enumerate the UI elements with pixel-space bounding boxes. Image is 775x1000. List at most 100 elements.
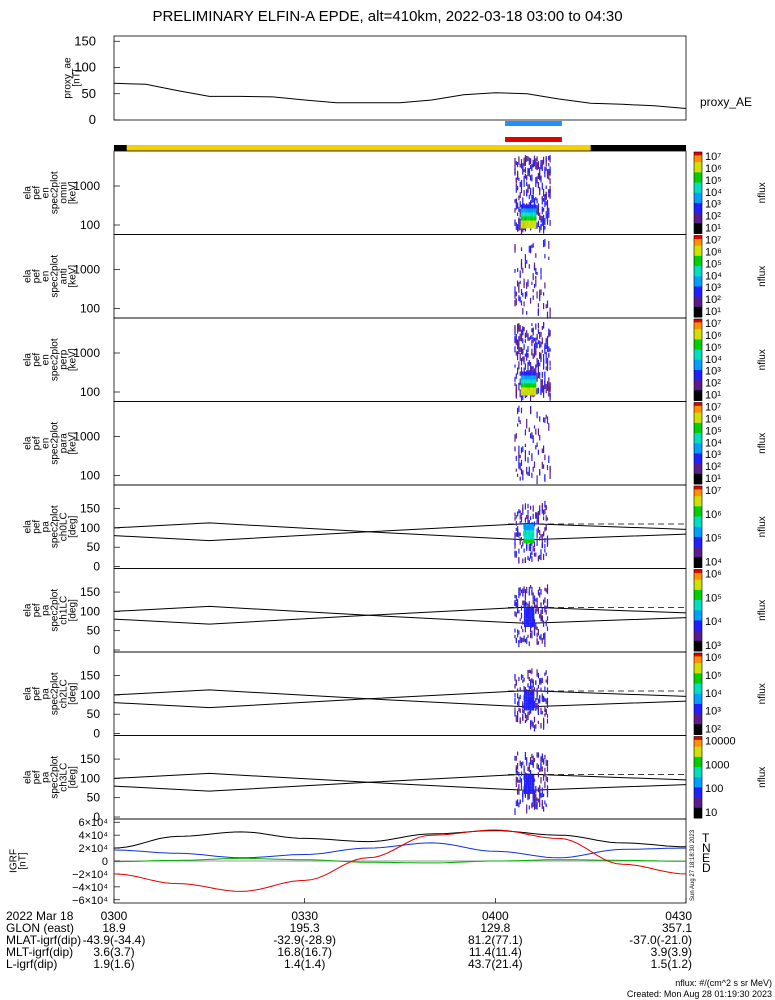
pitch-angle-pixel	[544, 548, 546, 553]
ephemeris-cell: 1.5(1.2)	[651, 957, 692, 971]
igrf-legend-label: E	[702, 851, 710, 865]
pitch-angle-pixel	[531, 630, 533, 635]
spectrogram-pixel	[531, 216, 533, 221]
pitch-angle-pixel	[530, 516, 532, 521]
proxy-ae-legend: proxy_AE	[700, 95, 752, 109]
pitch-angle-pixel	[514, 673, 516, 678]
pitch-angle-pixel	[544, 706, 546, 713]
pitch-angle-pixel	[515, 637, 517, 644]
spectrogram-pixel	[519, 347, 521, 352]
spectrogram-pixel	[546, 199, 549, 207]
pitch-angle-pixel	[518, 509, 520, 514]
pitch-angle-pixel	[531, 522, 533, 526]
pitch-angle-pixel	[546, 766, 549, 772]
colorbar-segment	[694, 172, 702, 177]
pitch-angle-pixel	[531, 720, 533, 727]
spectrogram-pixel	[543, 417, 545, 423]
pitch-angle-pixel	[530, 679, 532, 687]
spectrogram-pixel	[529, 375, 532, 380]
pitch-angle-pixel	[527, 607, 530, 612]
colorbar-segment	[694, 717, 702, 722]
colorbar-segment	[694, 310, 702, 315]
axis-label-line: perp	[59, 349, 70, 369]
pitch-angle-pixel	[519, 687, 521, 691]
axis-label-line: spec2plot	[50, 255, 61, 298]
spectrogram-pixel	[522, 168, 524, 175]
pitch-angle-pixel	[530, 533, 532, 538]
colorbar-tick-label: 10⁵	[705, 425, 722, 437]
spectrogram-pixel	[541, 196, 543, 200]
pitch-angle-pixel	[541, 537, 543, 543]
colorbar-segment	[694, 213, 702, 218]
spectrogram-frame	[113, 317, 687, 402]
pitch-angle-pixel	[527, 777, 530, 782]
colorbar-segment	[694, 492, 702, 497]
colorbar-segment	[694, 185, 702, 190]
pitch-angle-pixel	[526, 610, 528, 615]
colorbar-segment	[694, 262, 702, 267]
colorbar-label: nflux	[757, 683, 768, 704]
colorbar-tick-label: 10⁵	[705, 342, 722, 354]
spectrogram-pixel	[537, 182, 539, 189]
spectrogram-pixel	[548, 189, 550, 193]
spectrogram-pixel	[519, 224, 521, 231]
pitch-angle-pixel	[540, 589, 542, 595]
colorbar-tick-label: 10¹	[705, 223, 721, 235]
pitch-angle-pixel	[541, 533, 543, 541]
spectrogram-pixel	[535, 375, 537, 380]
pitch-angle-pixel	[527, 683, 529, 688]
colorbar-segment	[694, 743, 702, 748]
spectrogram-pixel	[527, 184, 529, 191]
spectrogram-pixel	[531, 224, 533, 229]
colorbar-tick-label: 1000	[705, 759, 729, 771]
pitch-angle-pixel	[530, 610, 532, 615]
pitch-angle-pixel	[539, 635, 541, 640]
pitch-angle-pixel	[526, 545, 528, 551]
spectrogram-pixel	[530, 175, 532, 181]
pitch-angle-pixel	[537, 704, 539, 710]
pitch-angle-pixel	[514, 628, 516, 633]
pitch-angle-pixel	[539, 696, 541, 702]
pitch-angle-tick-label: 0	[93, 727, 100, 741]
pitch-angle-pixel	[540, 549, 542, 555]
spectrogram-pixel	[535, 253, 537, 258]
pitch-angle-pixel	[529, 697, 531, 702]
energy-tick-label: 1000	[73, 263, 100, 277]
pitch-angle-pixel	[539, 592, 541, 598]
spectrogram-pixel	[541, 381, 543, 386]
spectrogram-pixel	[523, 212, 525, 217]
spectrogram-pixel	[514, 268, 516, 273]
pitch-angle-pixel	[527, 519, 529, 524]
colorbar-segment	[694, 238, 702, 243]
spectrogram-pixel	[545, 345, 547, 349]
axis-label-line: IGRF	[9, 849, 20, 873]
spectrogram-pixel	[523, 326, 525, 332]
spectrogram-pixel	[524, 456, 526, 462]
colorbar-segment	[694, 720, 702, 725]
pitch-angle-pixel	[522, 558, 524, 564]
pitch-angle-pixel	[533, 725, 536, 732]
colorbar-segment	[694, 426, 702, 431]
pitch-angle-pixel	[533, 629, 536, 636]
colorbar-segment	[694, 736, 702, 741]
pitch-angle-pixel	[533, 687, 536, 692]
pitch-angle-pixel	[530, 539, 532, 544]
colorbar-segment	[694, 673, 702, 678]
spectrogram-pixel	[543, 445, 545, 454]
pitch-angle-pixel	[520, 762, 523, 768]
pitch-angle-pixel	[524, 625, 526, 633]
pitch-angle-pixel	[533, 547, 536, 552]
pitch-angle-pixel	[518, 630, 520, 635]
pitch-angle-pixel	[520, 771, 523, 776]
ephemeris-cell: 1.9(1.6)	[93, 957, 134, 971]
spectrogram-pixel	[527, 457, 529, 463]
spectrogram-pixel	[519, 274, 521, 279]
pitch-angle-pixel	[532, 688, 534, 693]
pitch-angle-pixel	[531, 551, 533, 555]
colorbar-segment	[694, 519, 702, 524]
spectrogram-pixel	[517, 226, 519, 232]
pitch-angle-pixel	[514, 675, 516, 681]
spectrogram-pixel	[544, 238, 546, 247]
pitch-angle-pixel	[529, 774, 531, 779]
